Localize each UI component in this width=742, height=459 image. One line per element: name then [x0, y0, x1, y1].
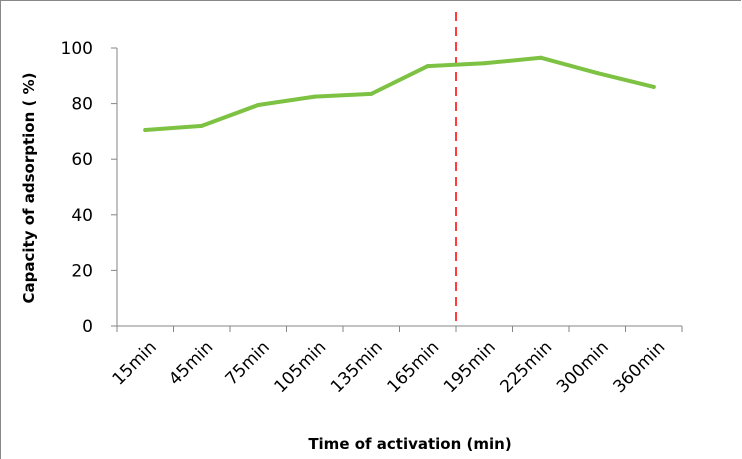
axes — [111, 47, 683, 332]
x-tick-label: 300min — [553, 337, 613, 397]
series-line — [143, 55, 656, 133]
data-point — [199, 123, 204, 128]
data-point — [538, 55, 543, 60]
y-tick-label: 40 — [71, 206, 93, 226]
y-tick-labels: 0 20 40 60 80 100 — [61, 39, 93, 337]
x-tick-label: 75min — [222, 337, 274, 389]
y-tick-label: 60 — [71, 150, 93, 170]
y-tick-label: 20 — [71, 261, 93, 281]
x-tick-label: 15min — [109, 337, 161, 389]
y-tick-label: 100 — [61, 39, 93, 59]
x-tick-label: 45min — [165, 337, 217, 389]
series-group — [143, 55, 656, 133]
data-point — [595, 71, 600, 76]
x-tick-label: 195min — [440, 337, 500, 397]
x-tick-label: 165min — [384, 337, 444, 397]
x-tick-labels: 15min 45min 75min105min135min165min195min2… — [109, 337, 670, 397]
data-point — [256, 102, 261, 107]
data-point — [312, 94, 317, 99]
x-tick-label: 360min — [610, 337, 670, 397]
x-tick-label: 105min — [271, 337, 331, 397]
data-point — [143, 128, 148, 133]
x-tick-label: 135min — [327, 337, 387, 397]
data-point — [482, 61, 487, 66]
data-point — [651, 84, 656, 89]
x-axis-title: Time of activation (min) — [308, 435, 511, 453]
y-tick-label: 0 — [82, 317, 93, 337]
y-tick-label: 80 — [71, 95, 93, 115]
x-tick-label: 225min — [497, 337, 557, 397]
data-point — [425, 64, 430, 69]
y-axis-title: Capacity of adsorption ( %) — [20, 73, 38, 304]
data-point — [369, 91, 374, 96]
